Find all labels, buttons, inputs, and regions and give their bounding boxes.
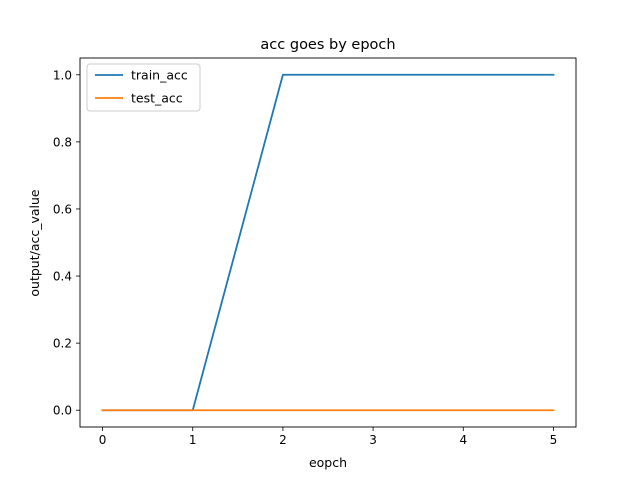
chart-title: acc goes by epoch [260,37,395,53]
x-tick-label: 2 [279,433,287,447]
series-layer [101,73,555,412]
y-tick-label: 1.0 [53,68,72,82]
y-axis-ticks: 0.0 0.2 0.4 0.6 0.8 1.0 [53,68,80,418]
y-tick-label: 0.6 [53,202,72,216]
x-axis-label: eopch [309,455,347,470]
x-tick-label: 4 [459,433,467,447]
y-tick-label: 0.2 [53,337,72,351]
x-tick-label: 5 [550,433,558,447]
x-tick-label: 0 [99,433,107,447]
x-tick-label: 3 [369,433,377,447]
plot-area: 0 1 2 3 4 5 0.0 0.2 0.4 0.6 0.8 1.0 [53,57,577,447]
y-tick-label: 0.0 [53,404,72,418]
axes-frame [79,57,577,428]
legend: train_acc test_acc [86,63,201,112]
x-axis-ticks: 0 1 2 3 4 5 [99,427,558,447]
y-tick-label: 0.4 [53,270,72,284]
legend-label-test-acc: test_acc [131,91,183,106]
y-axis-label: output/acc_value [27,189,42,297]
legend-label-train-acc: train_acc [131,68,188,83]
x-tick-label: 1 [189,433,197,447]
y-tick-label: 0.8 [53,135,72,149]
